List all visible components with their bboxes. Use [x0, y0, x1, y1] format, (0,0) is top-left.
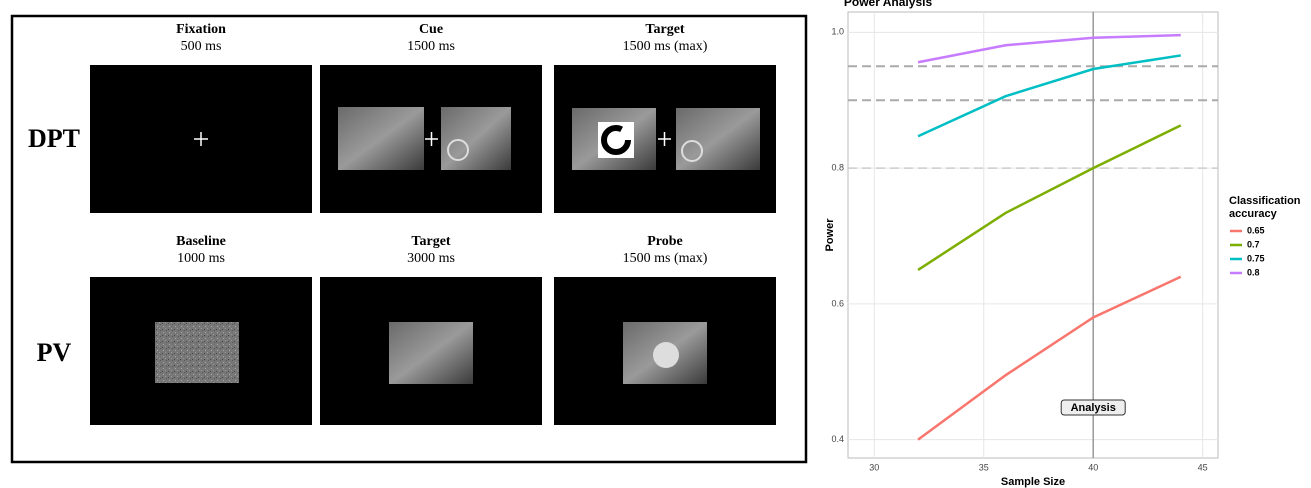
- x-tick-label: 30: [869, 462, 879, 472]
- legend-label: 0.7: [1247, 239, 1260, 249]
- panel-duration: 1000 ms: [177, 251, 225, 266]
- panel-title: Fixation: [176, 22, 226, 37]
- row-label: DPT: [28, 124, 80, 153]
- x-tick-label: 45: [1198, 462, 1208, 472]
- panel-duration: 1500 ms (max): [623, 251, 708, 266]
- annotation: Analysis: [1071, 402, 1116, 414]
- x-tick-label: 35: [979, 462, 989, 472]
- x-axis-label: Sample Size: [1001, 476, 1065, 488]
- legend-title: Classification accuracy: [1229, 195, 1309, 221]
- y-tick-label: 0.4: [831, 434, 844, 444]
- y-tick-label: 1.0: [831, 27, 844, 37]
- x-tick-label: 40: [1088, 462, 1098, 472]
- plot-area: [848, 12, 1218, 458]
- panel-title: Probe: [647, 234, 683, 249]
- y-tick-label: 0.6: [831, 298, 844, 308]
- chart-title: Power Analysis: [844, 0, 933, 9]
- y-axis-label: Power: [824, 218, 836, 252]
- panel-title: Baseline: [176, 234, 226, 249]
- page: Power Analysis DPT Fixation 500 ms Cue 1500 …: [0, 0, 1311, 488]
- panel-title: Cue: [419, 22, 443, 37]
- panel-title: Target: [645, 22, 684, 37]
- panel-duration: 3000 ms: [407, 251, 455, 266]
- legend-label: 0.75: [1247, 253, 1265, 263]
- figure: Power Analysis DPT Fixation 500 ms Cue 1500 …: [0, 0, 1311, 488]
- panel-duration: 1500 ms: [407, 39, 455, 54]
- legend-label: 0.65: [1247, 225, 1265, 235]
- y-tick-label: 0.8: [831, 163, 844, 173]
- panel-duration: 1500 ms (max): [623, 39, 708, 54]
- panel-duration: 500 ms: [181, 39, 222, 54]
- panel-title: Target: [411, 234, 450, 249]
- row-label: PV: [37, 338, 72, 367]
- legend-label: 0.8: [1247, 267, 1260, 277]
